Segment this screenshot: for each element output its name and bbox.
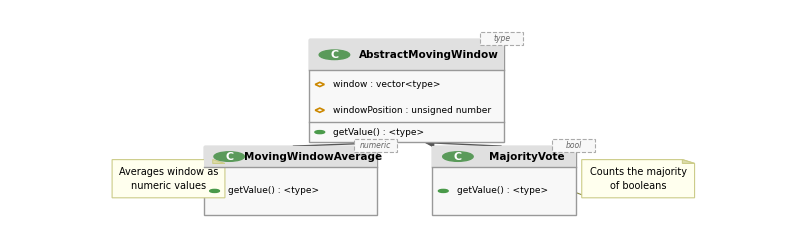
Polygon shape xyxy=(682,160,695,163)
Text: C: C xyxy=(454,152,462,161)
Polygon shape xyxy=(112,160,225,198)
Text: MovingWindowAverage: MovingWindowAverage xyxy=(244,152,382,161)
Text: numeric: numeric xyxy=(360,141,391,150)
FancyBboxPatch shape xyxy=(481,32,523,45)
Text: bool: bool xyxy=(565,141,582,150)
Text: Counts the majority: Counts the majority xyxy=(589,167,687,177)
Text: AbstractMovingWindow: AbstractMovingWindow xyxy=(360,50,499,60)
Polygon shape xyxy=(212,160,225,163)
FancyBboxPatch shape xyxy=(552,139,595,153)
FancyBboxPatch shape xyxy=(204,146,378,215)
Text: Averages window as: Averages window as xyxy=(119,167,218,177)
Text: type: type xyxy=(493,34,511,43)
FancyBboxPatch shape xyxy=(432,146,575,167)
FancyBboxPatch shape xyxy=(432,146,575,215)
FancyBboxPatch shape xyxy=(309,39,504,142)
Circle shape xyxy=(315,131,325,134)
Circle shape xyxy=(214,152,245,161)
Text: getValue() : <type>: getValue() : <type> xyxy=(333,128,424,137)
FancyBboxPatch shape xyxy=(204,146,378,167)
FancyBboxPatch shape xyxy=(354,139,397,153)
Text: C: C xyxy=(225,152,233,161)
Text: getValue() : <type>: getValue() : <type> xyxy=(228,186,319,195)
Text: windowPosition : unsigned number: windowPosition : unsigned number xyxy=(333,106,491,115)
Circle shape xyxy=(209,189,220,192)
Polygon shape xyxy=(582,160,695,198)
Text: MajorityVote: MajorityVote xyxy=(489,152,564,161)
Text: numeric values: numeric values xyxy=(131,181,206,191)
Text: getValue() : <type>: getValue() : <type> xyxy=(456,186,548,195)
Circle shape xyxy=(442,152,473,161)
Text: of booleans: of booleans xyxy=(610,181,667,191)
Circle shape xyxy=(438,189,448,192)
Text: window : vector<type>: window : vector<type> xyxy=(333,80,441,89)
Text: C: C xyxy=(331,50,338,60)
FancyBboxPatch shape xyxy=(309,39,504,70)
Circle shape xyxy=(320,50,349,60)
